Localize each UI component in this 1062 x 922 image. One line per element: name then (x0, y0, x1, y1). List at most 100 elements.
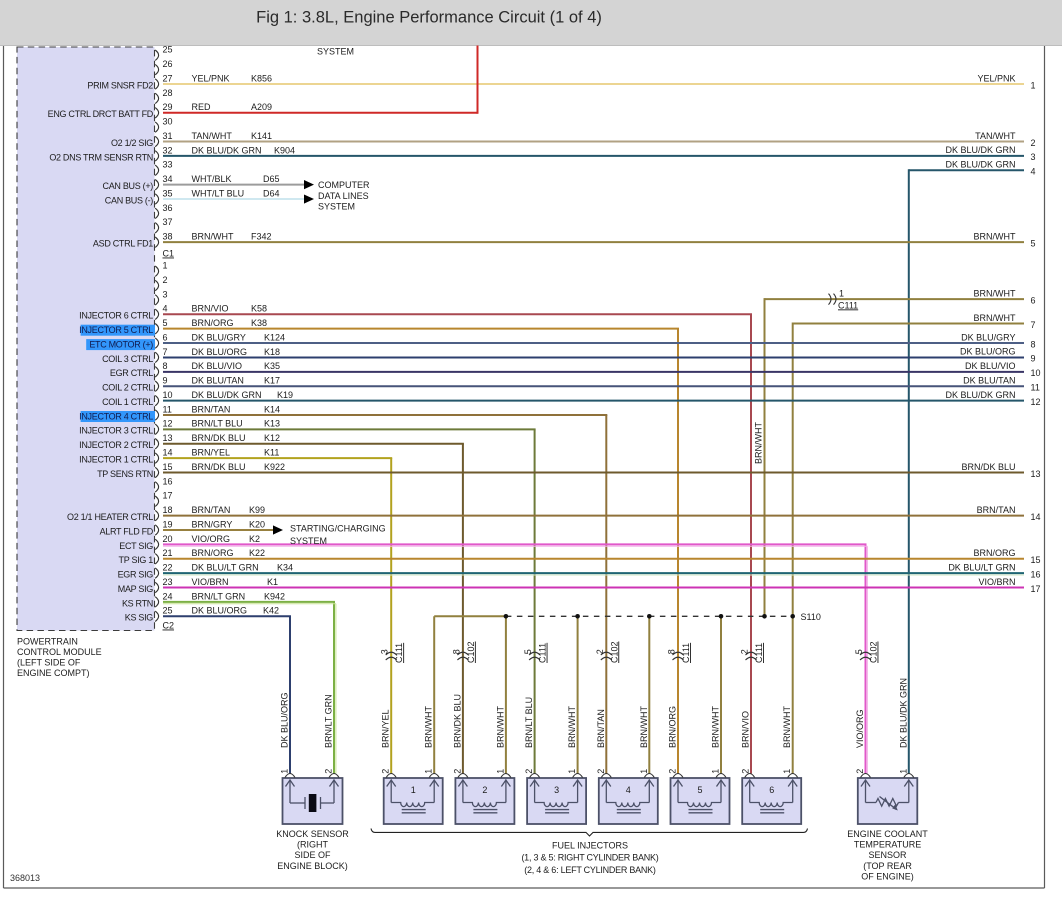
svg-text:DK BLU/TAN: DK BLU/TAN (963, 376, 1015, 386)
svg-text:4: 4 (163, 304, 168, 314)
svg-text:DK BLU/DK GRN: DK BLU/DK GRN (898, 678, 908, 748)
svg-text:YEL/PNK: YEL/PNK (977, 73, 1015, 83)
svg-text:BRN/LT BLU: BRN/LT BLU (192, 419, 243, 429)
svg-text:BRN/DK BLU: BRN/DK BLU (452, 694, 462, 748)
svg-text:22: 22 (163, 563, 173, 573)
svg-text:BRN/YEL: BRN/YEL (381, 709, 391, 748)
svg-text:COIL 3 CTRL: COIL 3 CTRL (102, 354, 153, 364)
svg-text:FUEL INJECTORS: FUEL INJECTORS (552, 840, 628, 850)
svg-text:17: 17 (163, 491, 173, 501)
svg-text:2: 2 (1031, 138, 1036, 148)
svg-text:BRN/WHT: BRN/WHT (974, 313, 1016, 323)
svg-text:DK BLU/GRY: DK BLU/GRY (961, 332, 1015, 342)
svg-text:K99: K99 (249, 505, 265, 515)
svg-text:INJECTOR 2 CTRL: INJECTOR 2 CTRL (79, 440, 153, 450)
svg-text:BRN/VIO: BRN/VIO (741, 711, 751, 748)
svg-text:K42: K42 (263, 606, 279, 616)
svg-text:8: 8 (451, 649, 461, 654)
svg-text:CAN BUS (-): CAN BUS (-) (105, 195, 154, 205)
svg-text:DK BLU/ORG: DK BLU/ORG (192, 606, 248, 616)
svg-text:TEMPERATURE: TEMPERATURE (854, 840, 921, 850)
svg-text:C102: C102 (466, 641, 476, 663)
svg-text:OF ENGINE): OF ENGINE) (861, 871, 914, 881)
svg-text:8: 8 (1031, 339, 1036, 349)
svg-text:2: 2 (381, 769, 391, 774)
svg-text:TP SENS RTN: TP SENS RTN (97, 469, 153, 479)
svg-text:K856: K856 (251, 73, 272, 83)
svg-text:BRN/DK BLU: BRN/DK BLU (192, 433, 246, 443)
svg-text:DK BLU/ORG: DK BLU/ORG (280, 692, 290, 748)
svg-text:BRN/LT BLU: BRN/LT BLU (524, 697, 534, 748)
svg-text:K904: K904 (274, 145, 295, 155)
svg-text:BRN/WHT: BRN/WHT (495, 706, 505, 748)
svg-text:INJECTOR 1 CTRL: INJECTOR 1 CTRL (79, 455, 153, 465)
svg-text:K141: K141 (251, 131, 272, 141)
svg-text:BRN/LT GRN: BRN/LT GRN (324, 694, 334, 748)
svg-text:20: 20 (163, 534, 173, 544)
svg-text:26: 26 (163, 59, 173, 69)
svg-text:10: 10 (1031, 368, 1041, 378)
svg-text:INJECTOR 4 CTRL: INJECTOR 4 CTRL (79, 411, 153, 421)
svg-text:24: 24 (163, 591, 173, 601)
svg-text:O2 1/2 SIG: O2 1/2 SIG (111, 138, 153, 148)
svg-text:EGR SIG: EGR SIG (118, 570, 154, 580)
svg-text:COIL 1 CTRL: COIL 1 CTRL (102, 397, 153, 407)
svg-text:30: 30 (163, 117, 173, 127)
svg-text:28: 28 (163, 88, 173, 98)
svg-text:K12: K12 (264, 433, 280, 443)
svg-text:2: 2 (524, 769, 534, 774)
svg-text:K942: K942 (264, 591, 285, 601)
svg-text:6: 6 (769, 785, 774, 795)
svg-text:F342: F342 (251, 232, 272, 242)
svg-text:KS RTN: KS RTN (122, 598, 153, 608)
svg-text:KS SIG: KS SIG (125, 613, 154, 623)
svg-text:2: 2 (740, 649, 750, 654)
svg-text:19: 19 (163, 519, 173, 529)
svg-text:BRN/WHT: BRN/WHT (567, 706, 577, 748)
svg-text:1: 1 (1031, 80, 1036, 90)
svg-text:SIDE OF: SIDE OF (294, 850, 331, 860)
svg-text:D65: D65 (263, 174, 280, 184)
svg-text:TAN/WHT: TAN/WHT (975, 131, 1016, 141)
svg-text:DK BLU/DK GRN: DK BLU/DK GRN (945, 145, 1015, 155)
svg-text:VIO/ORG: VIO/ORG (192, 534, 231, 544)
svg-text:BRN/TAN: BRN/TAN (596, 709, 606, 748)
svg-text:BRN/ORG: BRN/ORG (192, 318, 234, 328)
svg-text:C111: C111 (754, 643, 764, 663)
svg-text:2: 2 (595, 649, 605, 654)
svg-text:DK BLU/DK GRN: DK BLU/DK GRN (945, 390, 1015, 400)
svg-text:34: 34 (163, 174, 173, 184)
svg-text:1: 1 (495, 769, 505, 774)
svg-text:O2 DNS TRM SENSR RTN: O2 DNS TRM SENSR RTN (49, 152, 153, 162)
svg-text:K2: K2 (249, 534, 260, 544)
svg-text:POWERTRAIN: POWERTRAIN (17, 637, 78, 647)
svg-text:K13: K13 (264, 419, 280, 429)
svg-text:368013: 368013 (10, 873, 40, 883)
svg-text:DK BLU/LT GRN: DK BLU/LT GRN (192, 563, 259, 573)
svg-text:K35: K35 (264, 361, 280, 371)
svg-text:DATA LINES: DATA LINES (318, 191, 369, 201)
svg-text:3: 3 (554, 785, 559, 795)
svg-text:DK BLU/DK GRN: DK BLU/DK GRN (192, 145, 262, 155)
svg-text:STARTING/CHARGING: STARTING/CHARGING (290, 524, 386, 534)
svg-text:EGR CTRL: EGR CTRL (110, 368, 153, 378)
svg-text:C111: C111 (681, 643, 691, 663)
svg-text:2: 2 (741, 769, 751, 774)
svg-text:1: 1 (782, 769, 792, 774)
svg-text:C111: C111 (838, 300, 858, 310)
svg-text:BRN/LT GRN: BRN/LT GRN (192, 591, 246, 601)
svg-text:6: 6 (1031, 295, 1036, 305)
svg-text:K20: K20 (249, 519, 265, 529)
svg-text:K19: K19 (277, 390, 293, 400)
svg-text:32: 32 (163, 145, 173, 155)
svg-text:33: 33 (163, 160, 173, 170)
svg-text:5: 5 (163, 318, 168, 328)
svg-text:BRN/WHT: BRN/WHT (639, 706, 649, 748)
svg-text:K922: K922 (264, 462, 285, 472)
svg-text:K38: K38 (251, 318, 267, 328)
svg-text:DK BLU/DK GRN: DK BLU/DK GRN (192, 390, 262, 400)
svg-text:DK BLU/LT GRN: DK BLU/LT GRN (948, 562, 1015, 572)
svg-text:K22: K22 (249, 548, 265, 558)
svg-text:BRN/TAN: BRN/TAN (192, 505, 231, 515)
svg-text:C111: C111 (394, 643, 404, 663)
